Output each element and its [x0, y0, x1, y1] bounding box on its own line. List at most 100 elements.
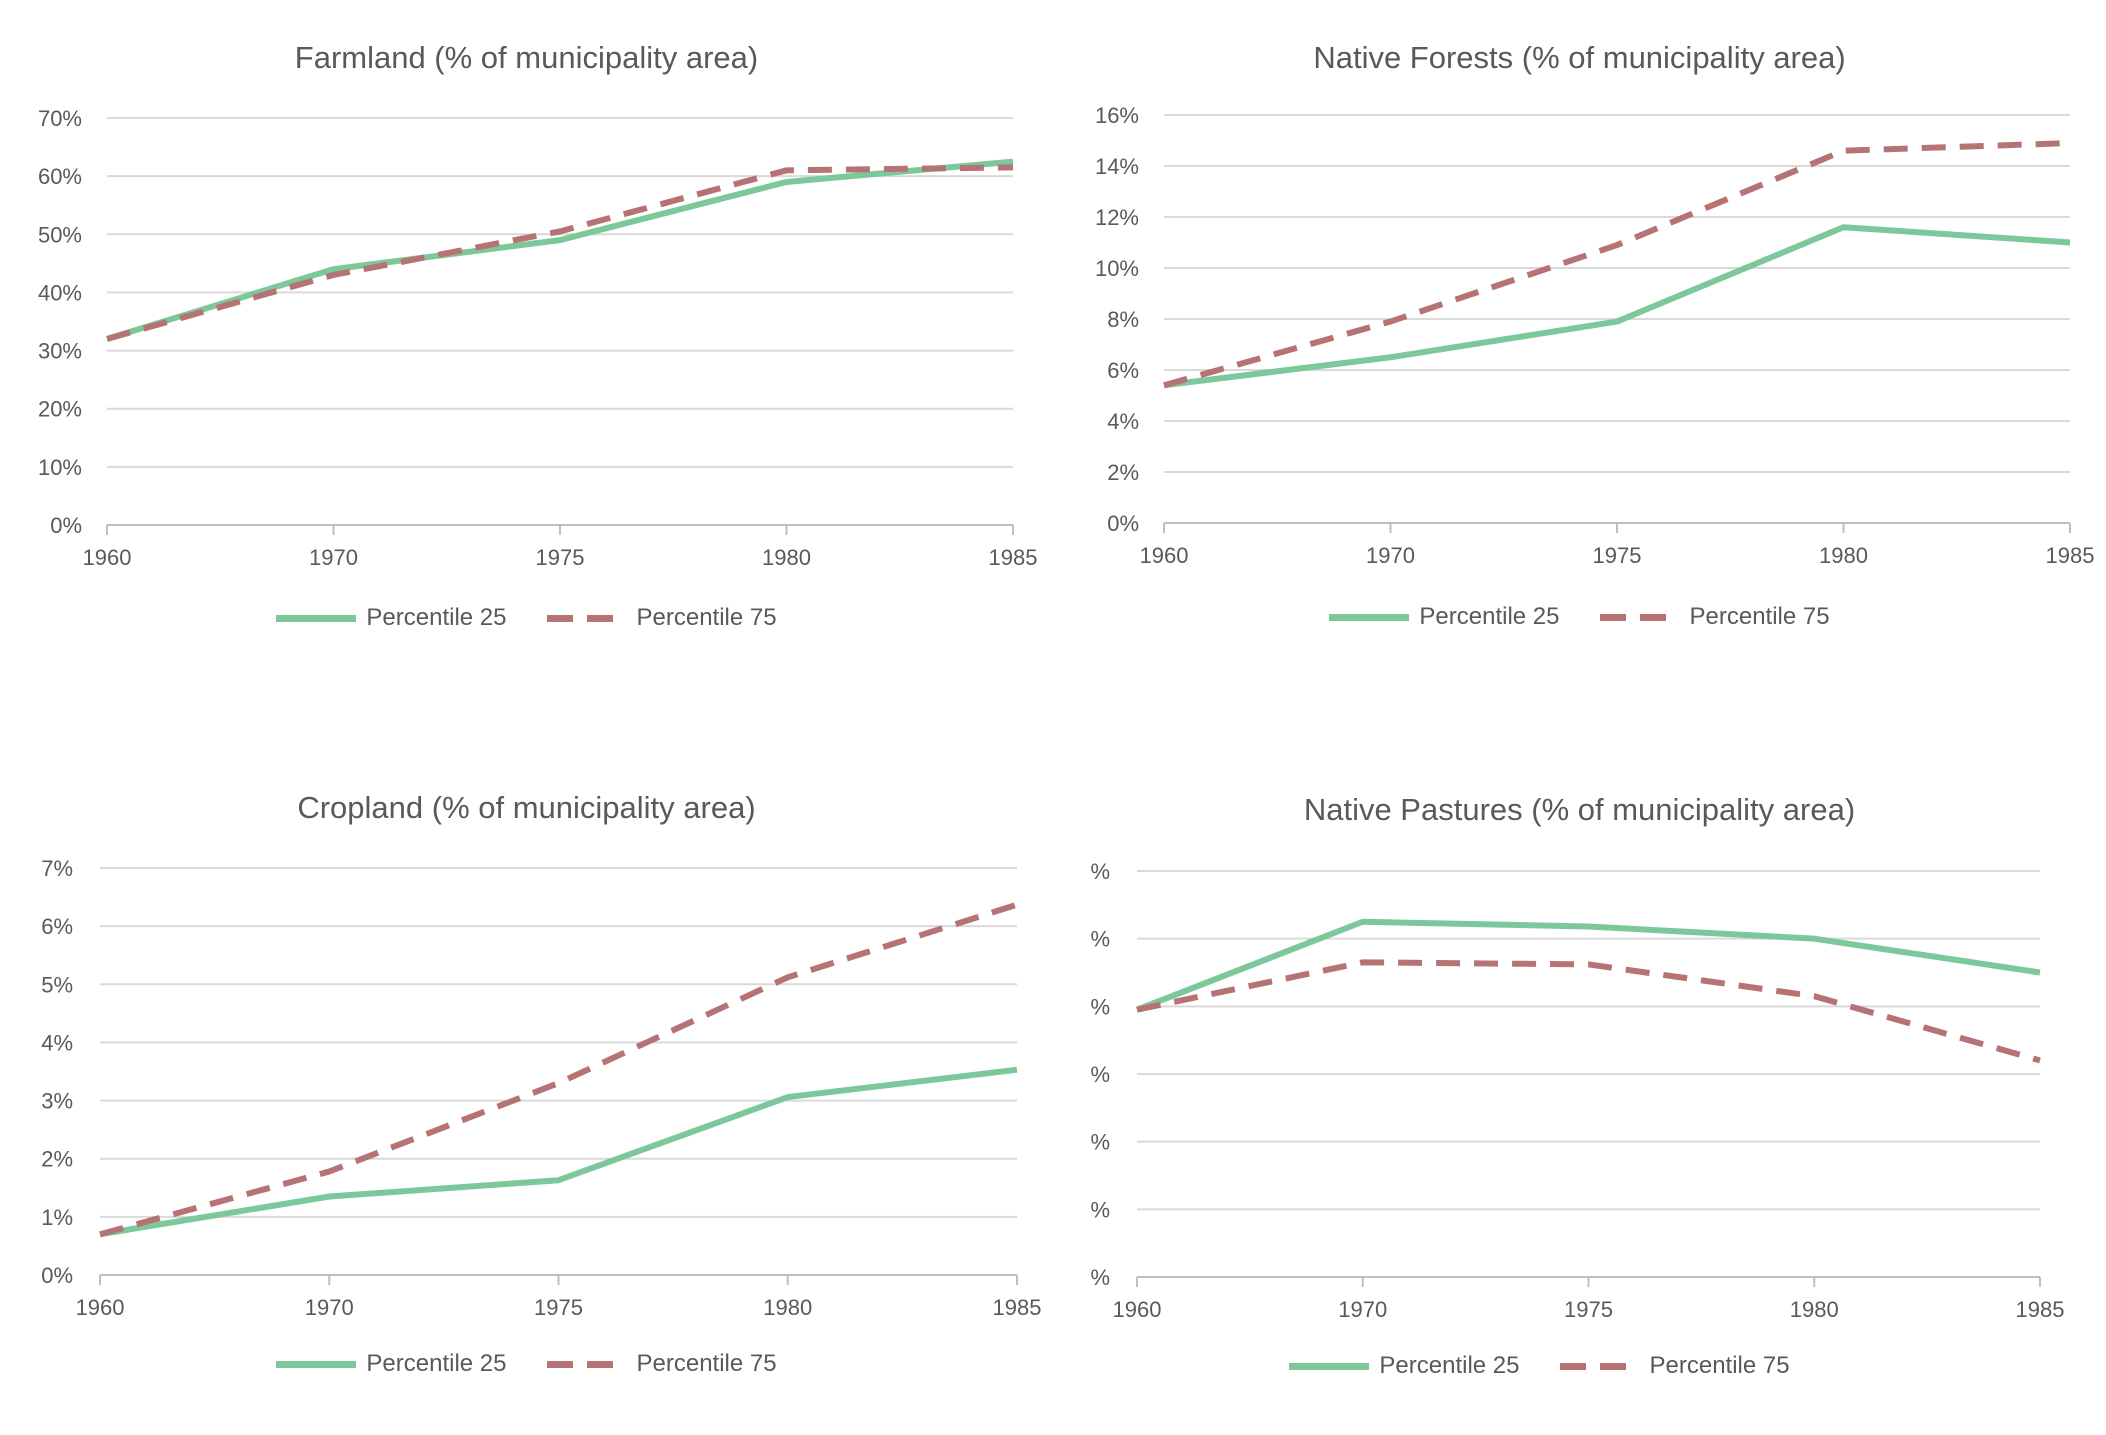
native-forests-title: Native Forests (% of municipality area): [1313, 40, 1846, 75]
legend-swatch-solid: [276, 614, 357, 622]
native-forests-series-percentile-25-line: [1163, 224, 2071, 389]
native-pastures-plot: %%%%%%%1960 1970 1975 1980 1985: [1090, 859, 2065, 1322]
legend-swatch-dashed: [1559, 1362, 1640, 1370]
y-tick-label: 4%: [41, 1030, 73, 1055]
x-tick-label: 1970: [305, 1295, 354, 1320]
x-tick-label: 1960: [83, 545, 132, 570]
cropland-series-percentile-75-line: [99, 901, 1018, 1238]
y-tick-label: 2%: [1107, 460, 1139, 485]
x-tick-label: 1975: [536, 545, 585, 570]
y-tick-label: 50%: [38, 222, 82, 247]
y-tick-label: %: [1090, 994, 1110, 1019]
farmland-legend: Percentile 25 Percentile 75: [0, 604, 1053, 632]
legend-swatch-dashed: [1599, 613, 1680, 621]
y-tick-label: 3%: [41, 1089, 73, 1114]
y-tick-label: %: [1090, 1062, 1110, 1087]
y-tick-label: 6%: [41, 914, 73, 939]
y-tick-label: 30%: [38, 339, 82, 364]
x-tick-label: 1970: [1338, 1297, 1387, 1322]
cropland-plot: 0% 1% 2% 3% 4% 5% 6% 7% 1960 1970 1975 1980 1985: [41, 856, 1042, 1320]
native-forests-series-percentile-75-line: [1163, 140, 2071, 389]
x-tick-label: 1980: [762, 545, 811, 570]
legend-label: Percentile 25: [366, 1350, 507, 1377]
x-tick-label: 1980: [1819, 543, 1868, 568]
y-tick-label: 60%: [38, 164, 82, 189]
legend-swatch-solid: [1329, 613, 1410, 621]
y-tick-label: 0%: [1107, 511, 1139, 536]
legend-item-percentile-75: Percentile 75: [546, 1350, 777, 1378]
x-tick-label: 1980: [763, 1295, 812, 1320]
native-pastures-panel: Native Pastures (% of municipality area)…: [1053, 740, 2106, 1435]
y-tick-label: 70%: [38, 106, 82, 131]
cropland-panel: Cropland (% of municipality area) 0% 1% 2%…: [0, 740, 1053, 1435]
y-tick-label: 4%: [1107, 409, 1139, 434]
x-tick-label: 1960: [1140, 543, 1189, 568]
y-tick-label: %: [1090, 1265, 1110, 1290]
x-tick-label: 1970: [1366, 543, 1415, 568]
y-tick-label: 2%: [41, 1147, 73, 1172]
legend-item-percentile-75: Percentile 75: [1559, 1352, 1790, 1380]
native-pastures-legend: Percentile 25 Percentile 75: [1013, 1352, 2066, 1380]
legend-label: Percentile 75: [636, 604, 777, 631]
native-forests-plot: 0% 2% 4% 6% 8% 10% 12% 14% 16% 1960 1970 1975 1980 19…: [1095, 103, 2095, 568]
x-tick-label: 1985: [993, 1295, 1042, 1320]
x-tick-label: 1975: [1564, 1297, 1613, 1322]
y-tick-label: 6%: [1107, 358, 1139, 383]
y-tick-label: 16%: [1095, 103, 1139, 128]
y-tick-label: 40%: [38, 280, 82, 305]
y-tick-label: 8%: [1107, 307, 1139, 332]
farmland-title: Farmland (% of municipality area): [294, 40, 759, 75]
legend-label: Percentile 25: [366, 604, 507, 631]
legend-label: Percentile 25: [1419, 603, 1560, 630]
native-pastures-title: Native Pastures (% of municipality area): [1303, 792, 1856, 827]
legend-swatch-dashed: [546, 614, 627, 622]
legend-item-percentile-25: Percentile 25: [276, 1350, 507, 1378]
legend-swatch-solid: [1289, 1362, 1370, 1370]
cropland-title: Cropland (% of municipality area): [297, 790, 756, 825]
y-tick-label: 0%: [50, 513, 82, 538]
x-tick-label: 1985: [2046, 543, 2095, 568]
y-tick-label: 0%: [41, 1263, 73, 1288]
x-tick-label: 1975: [1593, 543, 1642, 568]
legend-item-percentile-25: Percentile 25: [1289, 1352, 1520, 1380]
x-tick-label: 1975: [534, 1295, 583, 1320]
x-tick-label: 1980: [1790, 1297, 1839, 1322]
farmland-panel: Farmland (% of municipality area) 0% 10% 2…: [0, 0, 1053, 700]
y-tick-label: %: [1090, 927, 1110, 952]
y-tick-label: 1%: [41, 1205, 73, 1230]
x-tick-label: 1985: [989, 545, 1038, 570]
native-forests-legend: Percentile 25 Percentile 75: [1053, 603, 2106, 631]
y-tick-label: 7%: [41, 856, 73, 881]
farmland-series-percentile-75-line: [106, 164, 1014, 342]
legend-item-percentile-75: Percentile 75: [1599, 603, 1830, 631]
y-tick-label: %: [1090, 1130, 1110, 1155]
farmland-series-percentile-25-line: [106, 158, 1014, 342]
y-tick-label: %: [1090, 859, 1110, 884]
x-tick-label: 1970: [309, 545, 358, 570]
y-tick-label: 5%: [41, 972, 73, 997]
y-tick-label: 10%: [1095, 256, 1139, 281]
y-tick-label: 14%: [1095, 154, 1139, 179]
legend-label: Percentile 75: [1649, 1352, 1790, 1379]
legend-swatch-dashed: [546, 1360, 627, 1368]
legend-label: Percentile 75: [636, 1350, 777, 1377]
native-forests-panel: Native Forests (% of municipality area) …: [1053, 0, 2106, 700]
x-tick-label: 1960: [1113, 1297, 1162, 1322]
legend-item-percentile-75: Percentile 75: [546, 604, 777, 632]
native-pastures-series-percentile-75-line: [1136, 959, 2041, 1064]
x-tick-label: 1985: [2016, 1297, 2065, 1322]
y-tick-label: 20%: [38, 397, 82, 422]
legend-swatch-solid: [276, 1360, 357, 1368]
y-tick-label: %: [1090, 1197, 1110, 1222]
cropland-legend: Percentile 25 Percentile 75: [0, 1350, 1053, 1378]
legend-item-percentile-25: Percentile 25: [1329, 603, 1560, 631]
x-tick-label: 1960: [76, 1295, 125, 1320]
legend-label: Percentile 25: [1379, 1352, 1520, 1379]
y-tick-label: 12%: [1095, 205, 1139, 230]
y-tick-label: 10%: [38, 455, 82, 480]
legend-label: Percentile 75: [1689, 603, 1830, 630]
farmland-plot: 0% 10% 20% 30% 40% 50% 60% 70% 1960 1970 1975 1980 1…: [38, 106, 1038, 570]
legend-item-percentile-25: Percentile 25: [276, 604, 507, 632]
cropland-series-percentile-25-line: [99, 1066, 1018, 1238]
